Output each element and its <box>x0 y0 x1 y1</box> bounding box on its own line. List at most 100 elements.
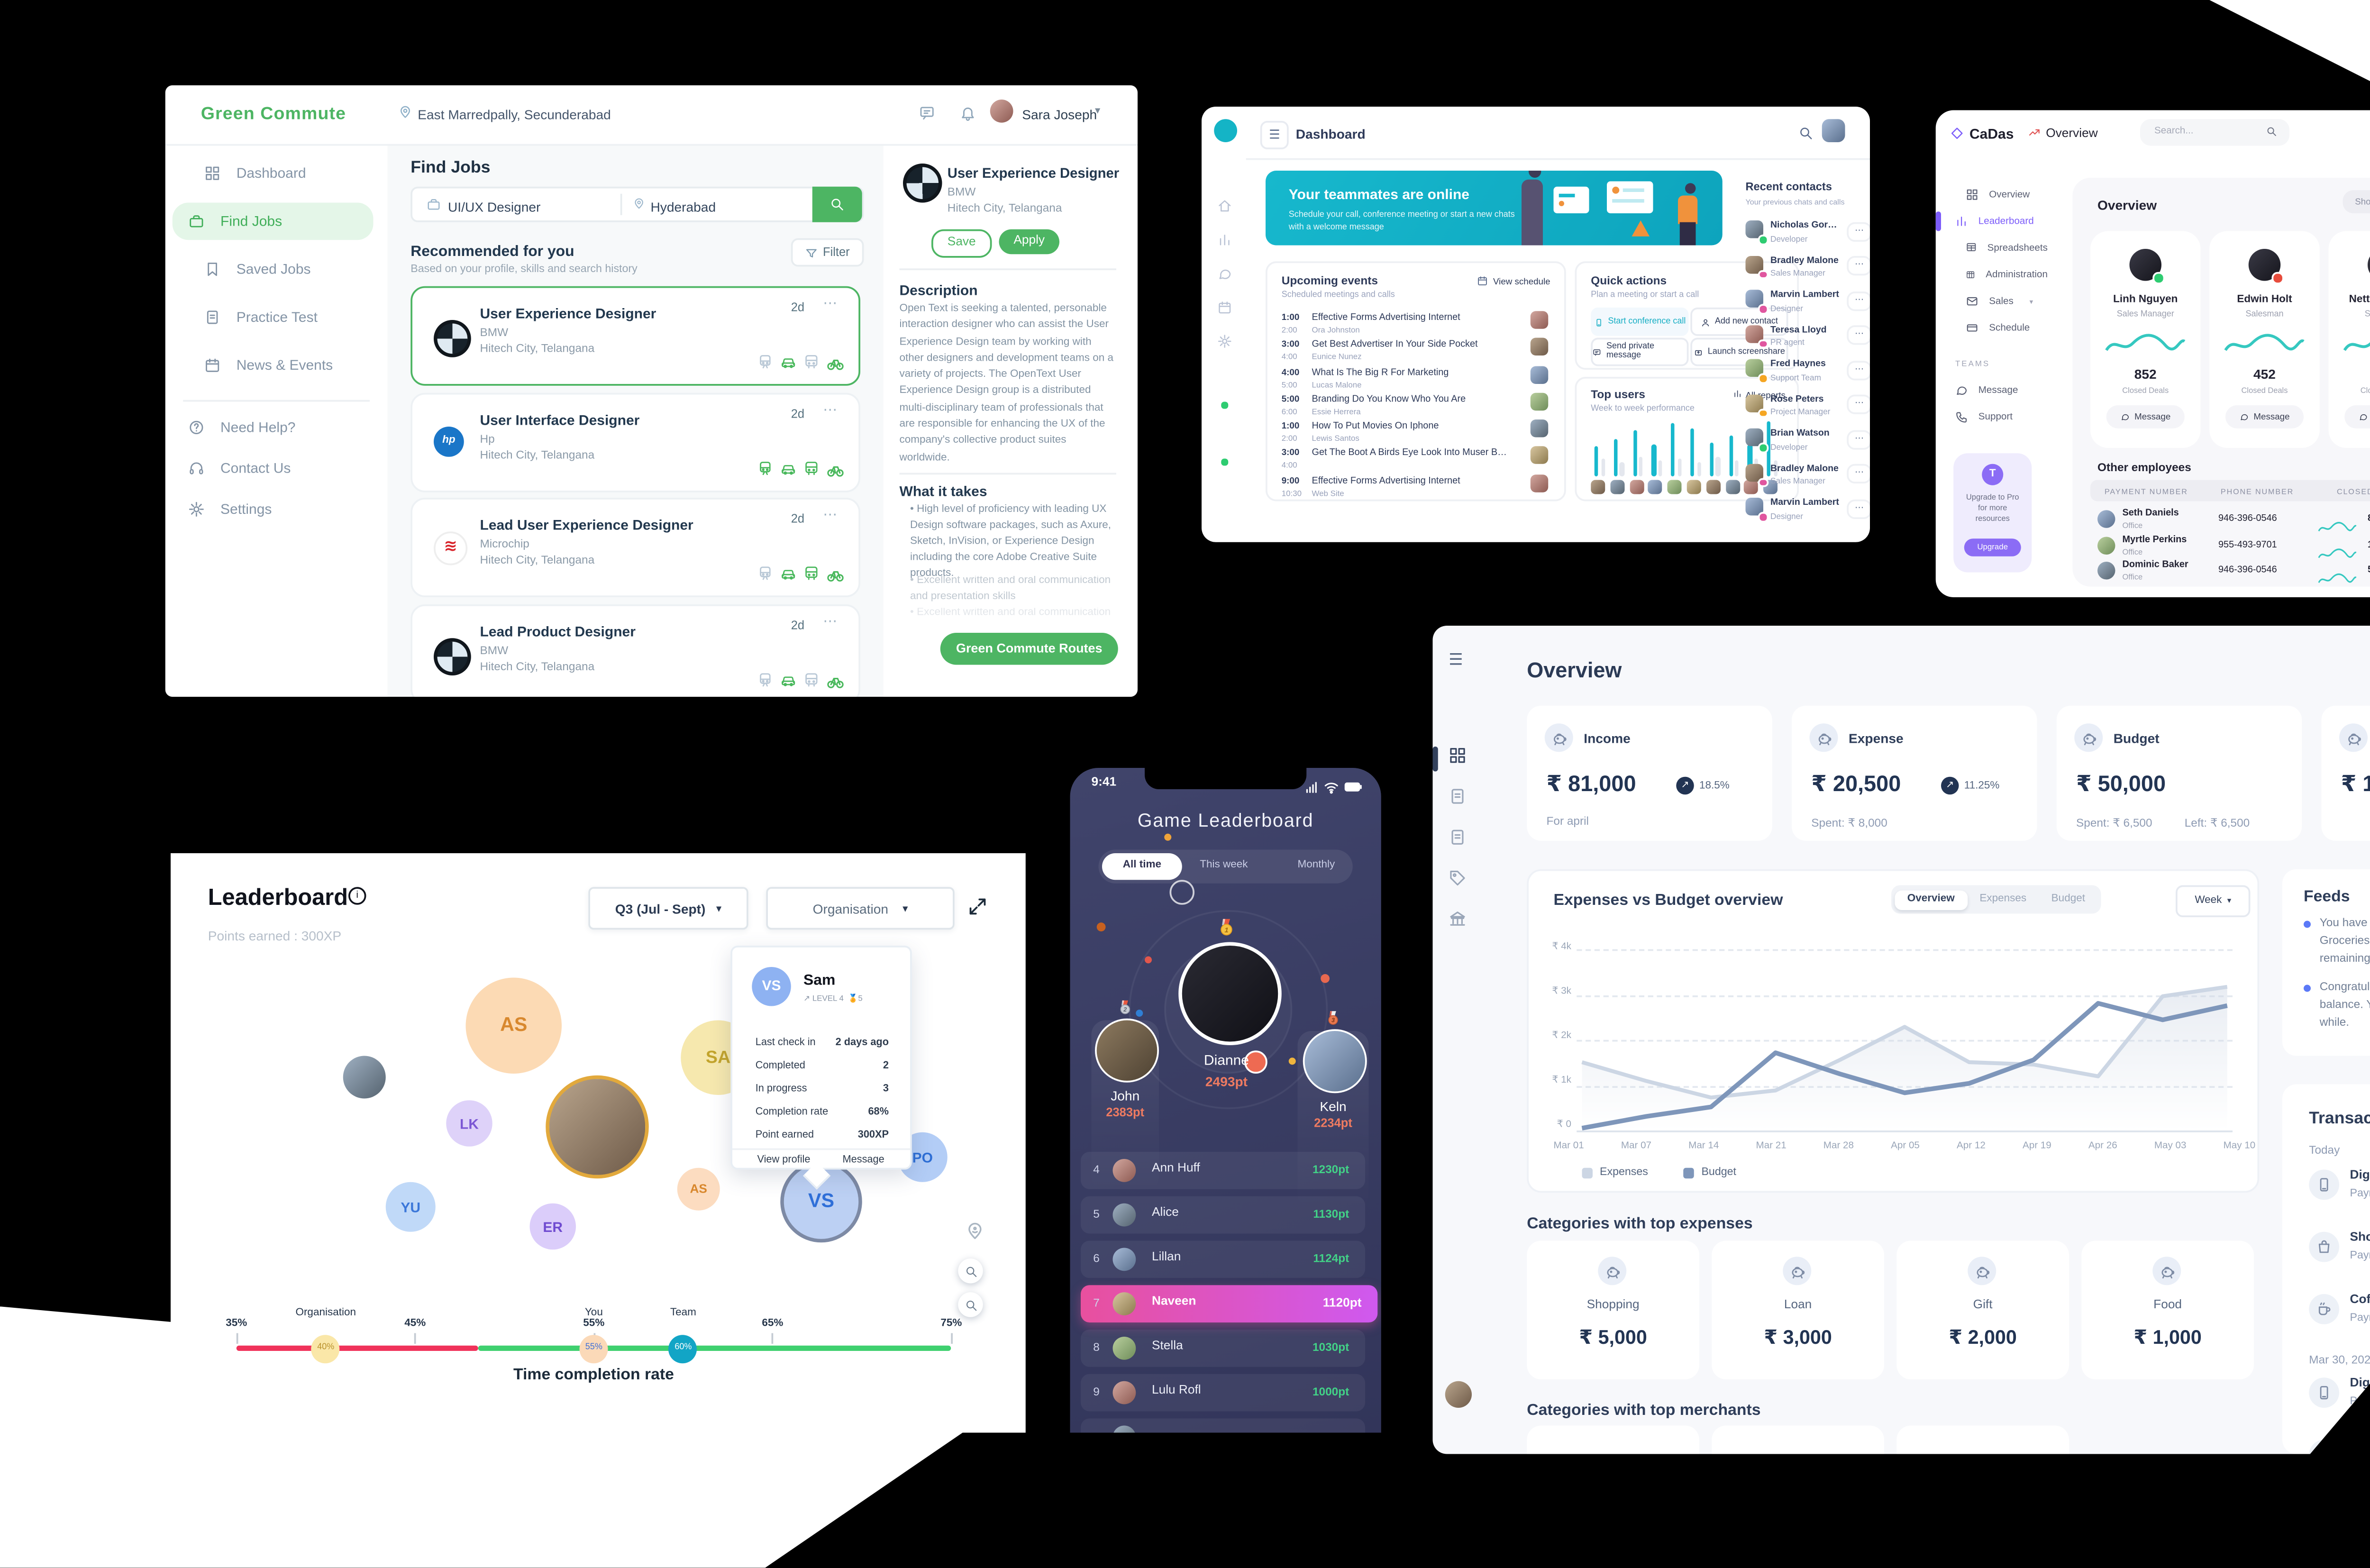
td-contact-row[interactable]: Fred Haynes Support Team ⋯ <box>1745 357 1870 392</box>
cadas-person-card[interactable]: Linh Nguyen Sales Manager 852 Closed Dea… <box>2090 231 2201 448</box>
more-options-icon[interactable]: ⋯ <box>1847 360 1870 380</box>
lb-bubble[interactable]: AS <box>677 1167 720 1211</box>
td-action-conference[interactable]: Start conference call <box>1591 307 1689 336</box>
td-top-user-avatar[interactable] <box>1610 480 1624 494</box>
fin-hamburger[interactable]: ☰ <box>1449 650 1463 669</box>
fin-user-avatar[interactable] <box>1445 1381 1472 1408</box>
td-user-avatar[interactable] <box>1822 119 1845 142</box>
lb-quarter-dropdown[interactable]: Q3 (Jul - Sept) ▾ <box>588 887 748 930</box>
lb-slider-marker[interactable]: 60% <box>669 1334 698 1363</box>
more-options-icon[interactable]: ⋯ <box>823 506 839 523</box>
chevron-down-icon[interactable]: ▾ <box>1095 107 1101 118</box>
td-event-row[interactable]: 5:00 6:00 Branding Do You Know Who You A… <box>1282 392 1550 419</box>
gc-sidebar-item[interactable]: Need Help? <box>165 407 388 448</box>
cadas-nav-item[interactable]: Message <box>1936 377 2064 403</box>
td-event-row[interactable]: 3:00 4:00 Get The Boot A Birds Eye Look … <box>1282 447 1550 474</box>
td-top-user-avatar[interactable] <box>1591 480 1605 494</box>
td-top-user-avatar[interactable] <box>1706 480 1721 494</box>
lb-bubble[interactable]: YU <box>385 1182 436 1232</box>
cadas-search[interactable]: Search... <box>2140 119 2289 146</box>
lb-slider-track-green[interactable] <box>477 1345 951 1350</box>
more-options-icon[interactable]: ⋯ <box>1847 221 1870 241</box>
td-top-user-avatar[interactable] <box>1668 480 1682 494</box>
td-action-add-contact[interactable]: Add new contact <box>1690 307 1788 336</box>
td-contact-row[interactable]: Bradley Malone Sales Manager ⋯ <box>1745 461 1870 496</box>
mobile-rank-row[interactable]: 8 Stella 1030pt <box>1081 1330 1365 1367</box>
gc-sidebar-item[interactable]: Contact Us <box>165 448 388 489</box>
td-top-user-avatar[interactable] <box>1648 480 1663 494</box>
more-options-icon[interactable]: ⋯ <box>1847 325 1870 345</box>
gc-sidebar-item[interactable]: Settings <box>165 489 388 529</box>
more-options-icon[interactable]: ⋯ <box>1847 394 1870 414</box>
gc-role-input[interactable]: UI/UX Designer <box>448 198 541 214</box>
td-contact-row[interactable]: Bradley Malone Sales Manager ⋯ <box>1745 253 1870 288</box>
td-contact-row[interactable]: Rose Peters Project Manager ⋯ <box>1745 392 1870 427</box>
cadas-nav-item[interactable]: Administration <box>1936 261 2064 288</box>
fin-stat-card[interactable]: Budget ₹ 50,000 Spent: ₹ 6,500 Left: ₹ 6… <box>2056 705 2302 841</box>
mobile-rank-row[interactable]: 5 Alice 1130pt <box>1081 1196 1365 1234</box>
mobile-tab-alltime[interactable]: All time <box>1102 853 1182 880</box>
lb-bubble-avatar[interactable] <box>546 1075 649 1179</box>
lb-group-dropdown[interactable]: Organisation ▾ <box>766 887 955 930</box>
fin-transaction-row[interactable]: Shopping Payment sent ₹ 3,000 <box>2309 1228 2370 1290</box>
td-event-row[interactable]: 1:00 2:00 How To Put Movies On Iphone Le… <box>1282 419 1550 447</box>
more-options-icon[interactable]: ⋯ <box>1847 464 1870 483</box>
td-contact-row[interactable]: Brian Watson Developer ⋯ <box>1745 427 1870 461</box>
fin-range-dropdown[interactable]: Week ▾ <box>2176 885 2251 917</box>
td-event-row[interactable]: 1:00 2:00 Effective Forms Advertising In… <box>1282 311 1550 338</box>
chat-icon[interactable] <box>1217 267 1231 281</box>
more-options-icon[interactable]: ⋯ <box>1847 256 1870 276</box>
info-icon[interactable]: i <box>348 887 366 905</box>
mobile-rank-row[interactable]: 4 Ann Huff 1230pt <box>1081 1152 1365 1189</box>
gc-sidebar-item[interactable]: News & Events <box>165 341 388 389</box>
cadas-nav-item[interactable]: Spreadsheets <box>1936 235 2064 261</box>
lb-slider-marker[interactable]: 55% <box>579 1334 608 1363</box>
home-icon[interactable] <box>1217 199 1231 213</box>
lb-view-profile-button[interactable]: View profile <box>757 1155 811 1167</box>
cadas-nav-item[interactable]: Overview <box>1936 182 2064 208</box>
tag-icon[interactable] <box>1449 869 1467 887</box>
gc-job-card[interactable]: hp User Interface Designer Hp Hitech Cit… <box>410 392 860 492</box>
search-icon[interactable] <box>1799 126 1813 140</box>
td-event-row[interactable]: 4:00 5:00 What Is The Big R For Marketin… <box>1282 365 1550 392</box>
lb-slider-marker[interactable]: 40% <box>311 1334 340 1363</box>
cadas-message-button[interactable]: Message <box>2106 405 2185 428</box>
fin-chart-tab[interactable]: Overview <box>1895 889 1968 910</box>
td-event-row[interactable]: 9:00 10:30 Effective Forms Advertising I… <box>1282 474 1550 501</box>
more-options-icon[interactable]: ⋯ <box>823 401 839 417</box>
cadas-nav-item[interactable]: Support <box>1936 403 2064 430</box>
cadas-person-card[interactable]: Edwin Holt Salesman 452 Closed Deals Mes… <box>2209 231 2320 448</box>
mobile-first-avatar[interactable] <box>1178 942 1282 1045</box>
lb-slider-track-red[interactable] <box>236 1345 478 1350</box>
lb-bubble[interactable]: LK <box>446 1100 492 1147</box>
zoom-in-button[interactable] <box>958 1258 983 1284</box>
fin-chart-tab[interactable]: Expenses <box>1979 894 2027 905</box>
gc-save-button[interactable]: Save <box>931 229 992 258</box>
cadas-employee-row[interactable]: Seth Daniels Office 946-396-0546 852 ⋯ <box>2090 509 2370 534</box>
gc-apply-button[interactable]: Apply <box>999 229 1059 255</box>
td-contact-row[interactable]: Marvin Lambert Designer ⋯ <box>1745 288 1870 323</box>
fin-category-card[interactable]: Shopping ₹ 5,000 <box>1527 1240 1699 1379</box>
mobile-rank-row[interactable]: 7 Naveen 1120pt <box>1081 1285 1378 1322</box>
more-options-icon[interactable]: ⋯ <box>1847 429 1870 449</box>
mobile-third-avatar[interactable] <box>1303 1029 1367 1094</box>
fin-stat-card[interactable]: Income ₹ 81,000 ↗ 18.5% For april <box>1527 705 1772 841</box>
td-contact-row[interactable]: Marvin Lambert Designer ⋯ <box>1745 496 1870 530</box>
more-options-icon[interactable]: ⋯ <box>1847 291 1870 310</box>
bell-icon[interactable] <box>960 105 976 121</box>
gc-sidebar-item[interactable]: Find Jobs <box>165 197 388 245</box>
gc-sidebar-item[interactable]: Practice Test <box>165 293 388 341</box>
mobile-tab-monthly[interactable]: Monthly <box>1297 860 1335 871</box>
gc-location[interactable]: East Marredpally, Secunderabad <box>418 107 611 123</box>
cadas-employee-row[interactable]: Dominic Baker Office 946-396-0546 5 ⋯ <box>2090 560 2370 585</box>
mobile-rank-row[interactable]: 9 Lulu Rofl 1000pt <box>1081 1374 1365 1412</box>
document-icon[interactable] <box>1449 787 1467 805</box>
cadas-person-card[interactable]: Nettie Brooks Salesman 235 Closed Deals … <box>2328 231 2370 448</box>
gc-filter-button[interactable]: Filter <box>791 238 864 267</box>
fin-chart-tab[interactable]: Budget <box>2051 894 2086 905</box>
td-hamburger-button[interactable]: ☰ <box>1260 121 1289 149</box>
fin-category-card[interactable]: Food ₹ 1,000 <box>2081 1240 2254 1379</box>
fin-category-card[interactable]: Loan ₹ 3,000 <box>1712 1240 1884 1379</box>
mobile-rank-row[interactable] <box>1081 1418 1365 1433</box>
fin-category-card[interactable]: Gift ₹ 2,000 <box>1896 1240 2069 1379</box>
